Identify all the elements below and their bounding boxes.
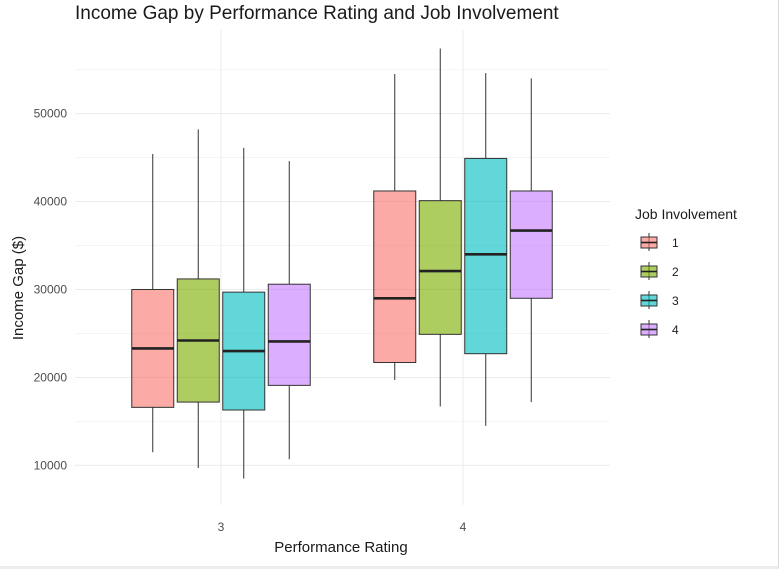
y-tick-label: 10000 [34,458,68,472]
y-tick-label: 40000 [34,195,68,209]
y-axis-ticks: 10000 20000 30000 40000 50000 [34,107,68,473]
legend-entry-2: 2 [640,262,679,280]
box-series-1 [131,154,175,453]
y-tick-label: 20000 [34,370,68,384]
box [373,190,417,363]
box-series-1 [373,73,417,381]
legend-label: 4 [672,323,679,337]
y-tick-label: 30000 [34,282,68,296]
legend-label: 3 [672,294,679,308]
legend-label: 2 [672,265,679,279]
legend: Job Involvement 1 2 3 4 [635,206,737,338]
box-series-3 [464,73,508,426]
box-series-2 [418,48,462,407]
box-series-3 [222,147,266,479]
legend-title: Job Involvement [635,206,737,222]
x-axis-title: Performance Rating [274,539,407,556]
y-axis-title: Income Gap ($) [10,236,27,340]
y-tick-label: 50000 [34,107,68,121]
legend-entry-3: 3 [640,291,679,309]
chart-title: Income Gap by Performance Rating and Job… [75,3,559,24]
x-tick-label: 4 [460,520,467,534]
boxes [131,48,553,479]
box [418,200,462,335]
legend-label: 1 [672,236,679,250]
box [464,157,508,355]
box [267,283,311,386]
legend-entries: 1 2 3 4 [640,233,679,338]
x-tick-label: 3 [218,520,225,534]
box [509,190,553,299]
box-series-4 [267,161,311,460]
box-series-4 [509,78,553,403]
box-series-2 [176,129,220,469]
legend-entry-4: 4 [640,320,679,338]
legend-entry-1: 1 [640,233,679,251]
